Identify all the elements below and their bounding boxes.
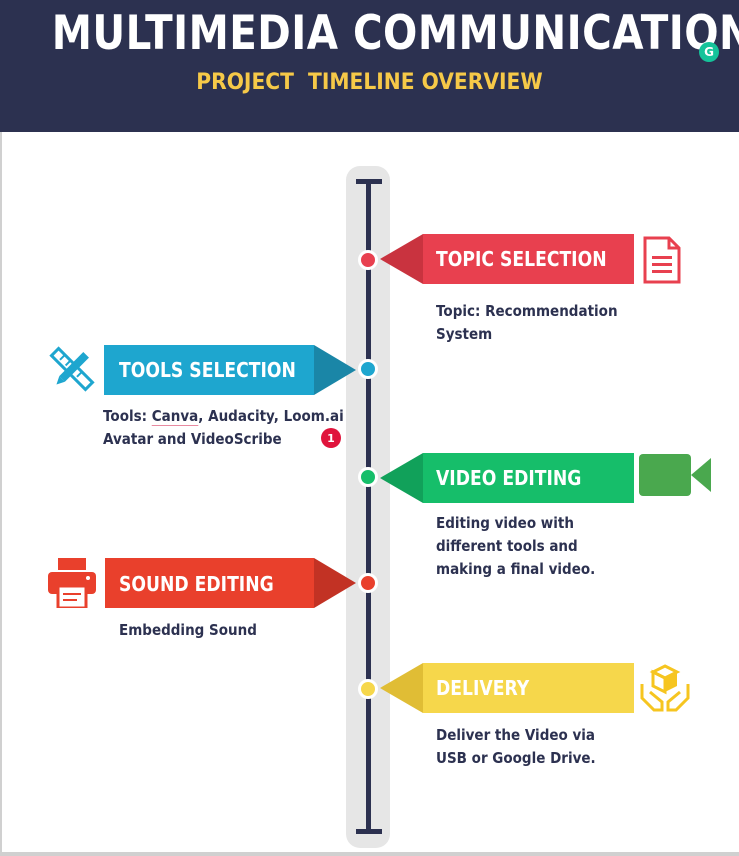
tools-rest: , Audacity, Loom.ai Avatar and VideoScri… [103,407,344,448]
header-banner: MULTIMEDIA COMMUNICATION PROJECT TIMELIN… [0,0,739,132]
video-editing-banner [380,453,634,503]
video-editing-description: Editing video with different tools and m… [436,514,596,578]
delivery-description: Deliver the Video via USB or Google Driv… [436,726,596,767]
video-camera-icon [639,454,711,496]
tools-prefix: Tools: [103,407,148,425]
tools-selection-description: Tools: Canva, Audacity, Loom.ai Avatar a… [103,405,346,451]
timeline-dot-topic [358,250,378,270]
timeline-dot-video [358,467,378,487]
timeline-line [366,181,371,833]
video-editing-label: VIDEO EDITING [436,466,582,490]
topic-selection-label: TOPIC SELECTION [436,247,607,271]
document-icon [643,236,681,284]
page-subtitle: PROJECT TIMELINE OVERVIEW [196,70,543,95]
tools-selection-label: TOOLS SELECTION [119,358,296,382]
page-title: MULTIMEDIA COMMUNICATION [51,6,739,61]
delivery-label: DELIVERY [436,676,530,700]
tools-selection-banner [104,345,356,395]
topic-selection-banner [380,234,634,284]
topic-selection-description: Topic: Recommendation System [436,302,618,343]
delivery-banner [380,663,634,713]
grammarly-icon[interactable]: G [699,42,719,62]
sound-editing-banner [105,558,356,608]
sound-editing-label: SOUND EDITING [119,572,274,596]
timeline-top-cap [356,179,382,184]
sound-editing-description: Embedding Sound [119,621,257,639]
spellcheck-count-badge[interactable]: 1 [321,428,341,448]
timeline-bottom-cap [356,829,382,834]
timeline-dot-sound [358,573,378,593]
timeline-dot-delivery [358,679,378,699]
printer-icon [48,558,96,608]
timeline-dot-tools [358,359,378,379]
page-bottom-border [0,852,739,856]
canva-spellcheck-word[interactable]: Canva [151,407,199,425]
page-left-border [0,132,2,856]
pencil-ruler-icon [49,346,95,392]
hands-box-icon [640,664,690,712]
